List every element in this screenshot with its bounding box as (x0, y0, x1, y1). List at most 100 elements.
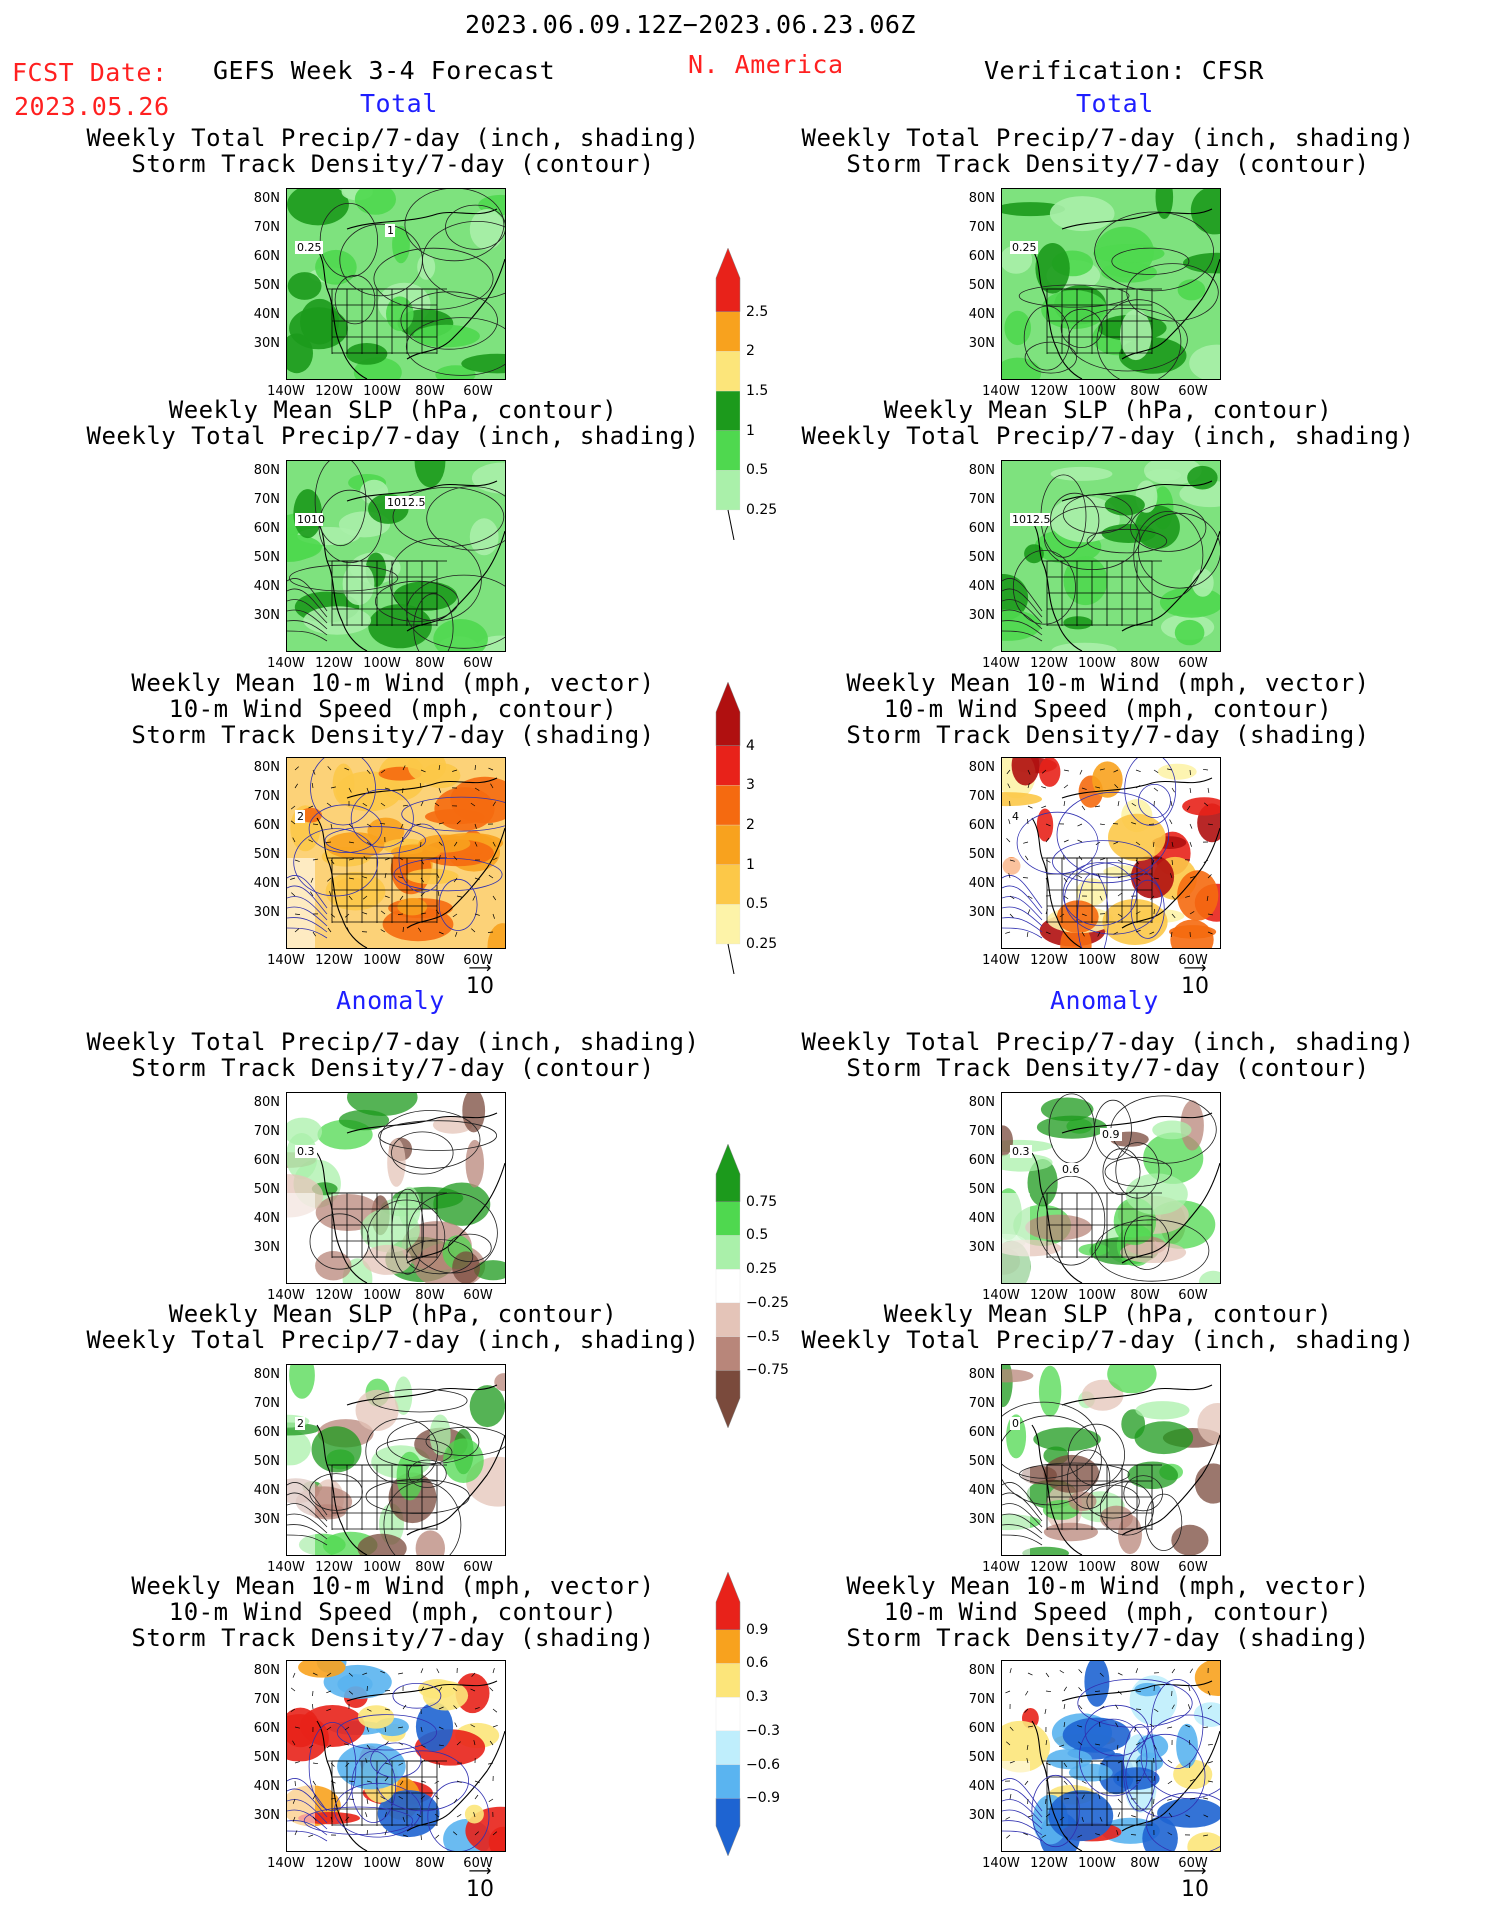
contour-label-box (385, 496, 425, 509)
lon-tick-label: 140W (267, 1288, 305, 1303)
shading-blob (287, 189, 349, 226)
panel-title-line: 10-m Wind Speed (mph, contour) (168, 1598, 618, 1626)
lon-tick-label: 140W (982, 953, 1020, 968)
map-plot: 2 (287, 1365, 505, 1555)
coastline (316, 777, 505, 948)
shading-blob (337, 1743, 406, 1790)
colorbar-segment (715, 1696, 741, 1732)
contours (309, 1110, 498, 1275)
forecast-map-panel: 0.3 (286, 1092, 506, 1284)
lat-tick-label: 70N (253, 492, 280, 507)
contour-label-box (1010, 513, 1050, 526)
colorbar-segment (715, 1302, 741, 1337)
colorbar-label: −0.75 (746, 1362, 789, 1379)
lat-tick-label: 50N (253, 1182, 280, 1197)
ocean-area (287, 1193, 315, 1283)
shading-blob (1048, 1790, 1114, 1842)
lon-tick-label: 120W (1030, 1560, 1068, 1575)
contour-label-box (1010, 1145, 1032, 1158)
shading-blob (303, 606, 372, 635)
contour-label: 0 (1012, 1417, 1019, 1430)
map-plot (287, 1661, 505, 1851)
coastline (1031, 208, 1220, 379)
lat-tick-label: 40N (253, 1779, 280, 1794)
state-boundaries (327, 1192, 447, 1258)
contour-label: 0.6 (1062, 1163, 1080, 1176)
colorbar-label: −0.6 (746, 1756, 780, 1773)
lon-tick-label: 80W (415, 1560, 445, 1575)
lat-tick-label: 30N (968, 1512, 995, 1527)
lat-tick-label: 80N (253, 1367, 280, 1382)
lon-tick-label: 120W (1030, 1288, 1068, 1303)
panel-title-line: Weekly Total Precip/7-day (inch, shading… (801, 124, 1415, 152)
shading-blob (1022, 1546, 1069, 1555)
colorbar-segment (715, 1268, 741, 1304)
shading-blob (287, 272, 322, 300)
lat-tick-label: 60N (253, 249, 280, 264)
lat-tick-label: 40N (968, 1211, 995, 1226)
lat-tick-label: 80N (253, 1095, 280, 1110)
verification-map-panel: 0.25 (1001, 188, 1221, 380)
shading-blob (397, 898, 428, 916)
state-boundaries (1042, 1192, 1162, 1258)
contours (1018, 211, 1219, 379)
lat-tick-label: 80N (968, 1663, 995, 1678)
contour-label-box (1010, 810, 1020, 823)
contour-label-box (1060, 1163, 1082, 1176)
contours (287, 1388, 505, 1555)
shading-blob (406, 868, 459, 885)
shading-blob (311, 1426, 362, 1473)
lon-tick-label: 60W (1178, 953, 1208, 968)
coastline (316, 208, 505, 379)
contour-label: 0.25 (297, 241, 322, 254)
shading-blob (1050, 466, 1113, 481)
map-plot: 2 (287, 758, 505, 948)
shading-blob (1036, 808, 1054, 842)
contour-label-box (1010, 241, 1038, 254)
shading-blob (1062, 1717, 1131, 1753)
lat-tick-label: 50N (253, 550, 280, 565)
wind-speed-contours (1002, 1678, 1220, 1851)
lat-tick-label: 70N (253, 1124, 280, 1139)
shading-blob (1134, 1421, 1194, 1455)
contour-label: 2 (297, 1417, 304, 1430)
map-plot: 0.25 (1002, 189, 1220, 379)
panel-title-line: Weekly Total Precip/7-day (inch, shading… (801, 1326, 1415, 1354)
lon-tick-label: 140W (267, 1560, 305, 1575)
colorbar-label: 0.25 (746, 1261, 778, 1278)
lat-tick-label: 70N (968, 220, 995, 235)
lon-tick-label: 80W (1130, 384, 1160, 399)
shading-blob (1182, 797, 1220, 816)
shading-blob (315, 1251, 352, 1281)
lat-tick-label: 40N (253, 876, 280, 891)
shading-blob (1177, 279, 1206, 301)
colorbar-segment (715, 1370, 741, 1429)
shading-blob (433, 619, 488, 651)
verification-map-panel: 1012.5 (1001, 460, 1221, 652)
lat-tick-label: 50N (968, 1750, 995, 1765)
colorbar-label: 0.5 (746, 1227, 769, 1244)
lon-tick-label: 100W (363, 1560, 401, 1575)
colorbar-segment (715, 1798, 741, 1857)
lat-tick-label: 60N (253, 1153, 280, 1168)
shading-blob (1120, 309, 1152, 361)
shading-blob (465, 1139, 484, 1188)
panel-title-line: Weekly Mean 10-m Wind (mph, vector) (131, 1572, 655, 1600)
colorbar-label: 0.25 (746, 936, 778, 952)
lat-tick-label: 80N (968, 463, 995, 478)
shading-blob (287, 534, 322, 561)
shading-blob (398, 1186, 421, 1229)
period-title: 2023.06.09.12Z−2023.06.23.06Z (465, 10, 916, 39)
lat-tick-label: 60N (968, 249, 995, 264)
lon-tick-label: 60W (1178, 384, 1208, 399)
forecast-map-panel: 2 (286, 1364, 506, 1556)
contour-label: 1010 (297, 513, 325, 526)
lat-tick-label: 70N (968, 1692, 995, 1707)
lat-tick-label: 40N (253, 579, 280, 594)
colorbar-segment (715, 1629, 741, 1664)
panel-title-line: Storm Track Density/7-day (contour) (131, 150, 655, 178)
lon-tick-label: 60W (1178, 1560, 1208, 1575)
shading-blob (1027, 1159, 1058, 1207)
vector-reference-value: 10 (1181, 1877, 1209, 1902)
lat-tick-label: 30N (253, 336, 280, 351)
